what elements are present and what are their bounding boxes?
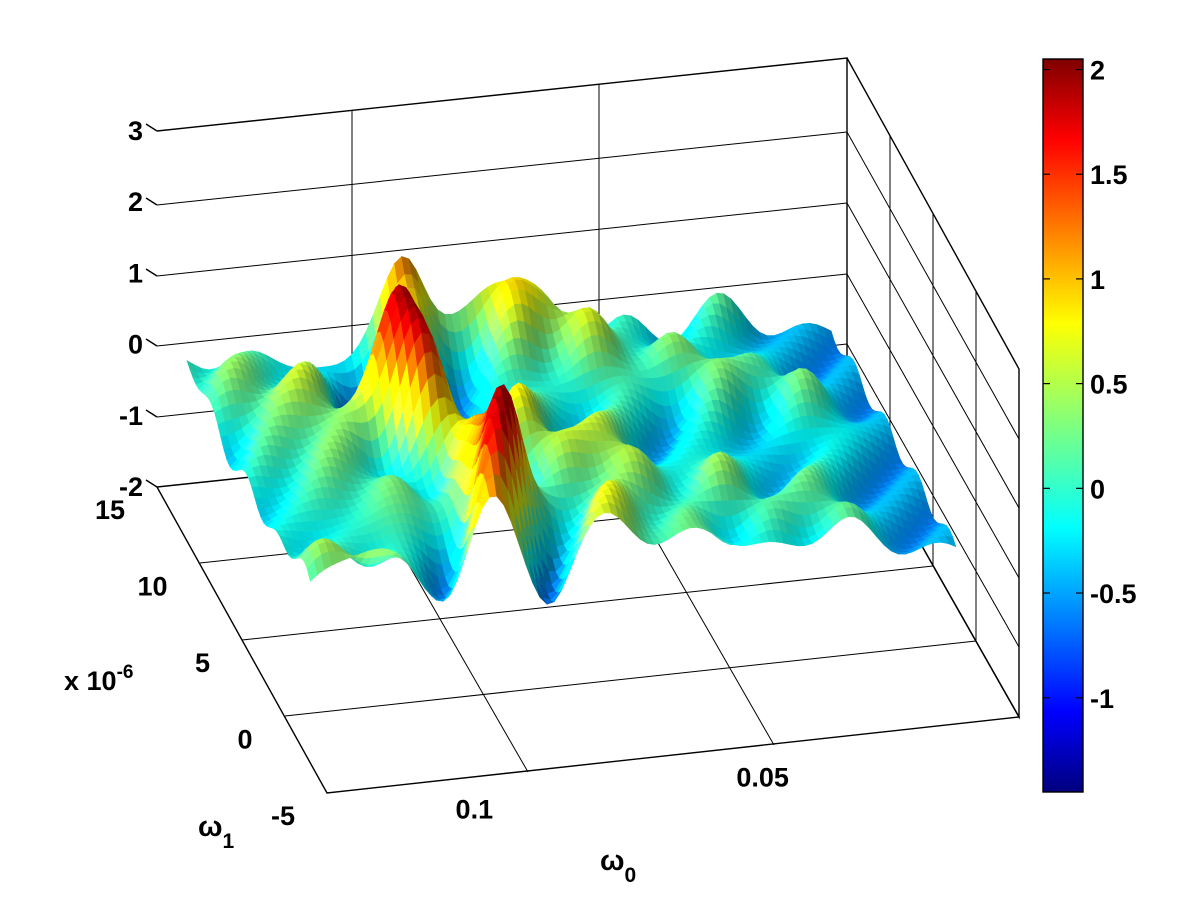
- z-axis-tick-marks: [145, 123, 158, 488]
- surface-patch: [945, 535, 957, 548]
- omega0-axis-label-symbol: ω: [600, 845, 625, 877]
- colorbar-tick-label: -0.5: [1090, 579, 1137, 609]
- z-tick-label: 3: [128, 116, 143, 146]
- colorbar: 2 1.5 1 0.5 0 -0.5 -1: [1042, 55, 1137, 793]
- colorbar-tick-label: -1: [1090, 684, 1114, 714]
- omega1-tick-label: 0: [237, 725, 252, 755]
- z-tick-label: -1: [119, 401, 143, 431]
- omega1-axis-label-subscript: 1: [223, 830, 235, 853]
- omega1-axis-label-symbol: ω: [198, 811, 223, 843]
- omega1-axis-ticks: -5 0 5 10 15: [95, 495, 295, 831]
- colorbar-tick-label: 2: [1090, 55, 1105, 85]
- omega1-tick-label: 15: [95, 495, 125, 525]
- omega0-tick-label: 0.1: [456, 794, 494, 824]
- back-grid-z-1: [156, 202, 848, 277]
- colorbar-gradient: [1042, 58, 1084, 793]
- colorbar-ticks: 2 1.5 1 0.5 0 -0.5 -1: [1043, 55, 1137, 714]
- omega1-tick-label: 5: [195, 648, 210, 678]
- z-tick-label: 0: [128, 330, 143, 360]
- colorbar-tick-label: 1: [1090, 265, 1105, 295]
- floor-grid-y-0: [284, 640, 977, 717]
- z-tick-label: 2: [128, 187, 143, 217]
- omega1-multiplier-base: x 10: [64, 666, 117, 696]
- surface-mesh: [186, 255, 957, 605]
- back-grid-z-2: [156, 131, 848, 206]
- omega1-axis-label: ω1: [198, 811, 235, 853]
- z-axis-ticks: 3 2 1 0 -1 -2: [119, 116, 143, 502]
- omega0-axis-label: ω0: [600, 845, 636, 887]
- z-tick-label: -2: [119, 472, 143, 502]
- omega1-multiplier-exponent: -6: [117, 662, 134, 683]
- omega0-axis-ticks: 0.10.050: [456, 731, 1059, 824]
- omega0-tick-label: 0.05: [736, 763, 789, 793]
- omega1-multiplier: x 10-6: [64, 662, 133, 696]
- colorbar-tick-label: 0: [1090, 474, 1105, 504]
- colorbar-tick-label: 1.5: [1090, 160, 1128, 190]
- colorbar-tick-label: 0.5: [1090, 370, 1128, 400]
- omega0-axis-label-subscript: 0: [625, 864, 637, 887]
- z-tick-label: 1: [128, 258, 143, 288]
- omega1-tick-label: 10: [137, 572, 167, 602]
- omega1-tick-label: -5: [271, 801, 295, 831]
- floor-grid-y-5: [241, 565, 934, 641]
